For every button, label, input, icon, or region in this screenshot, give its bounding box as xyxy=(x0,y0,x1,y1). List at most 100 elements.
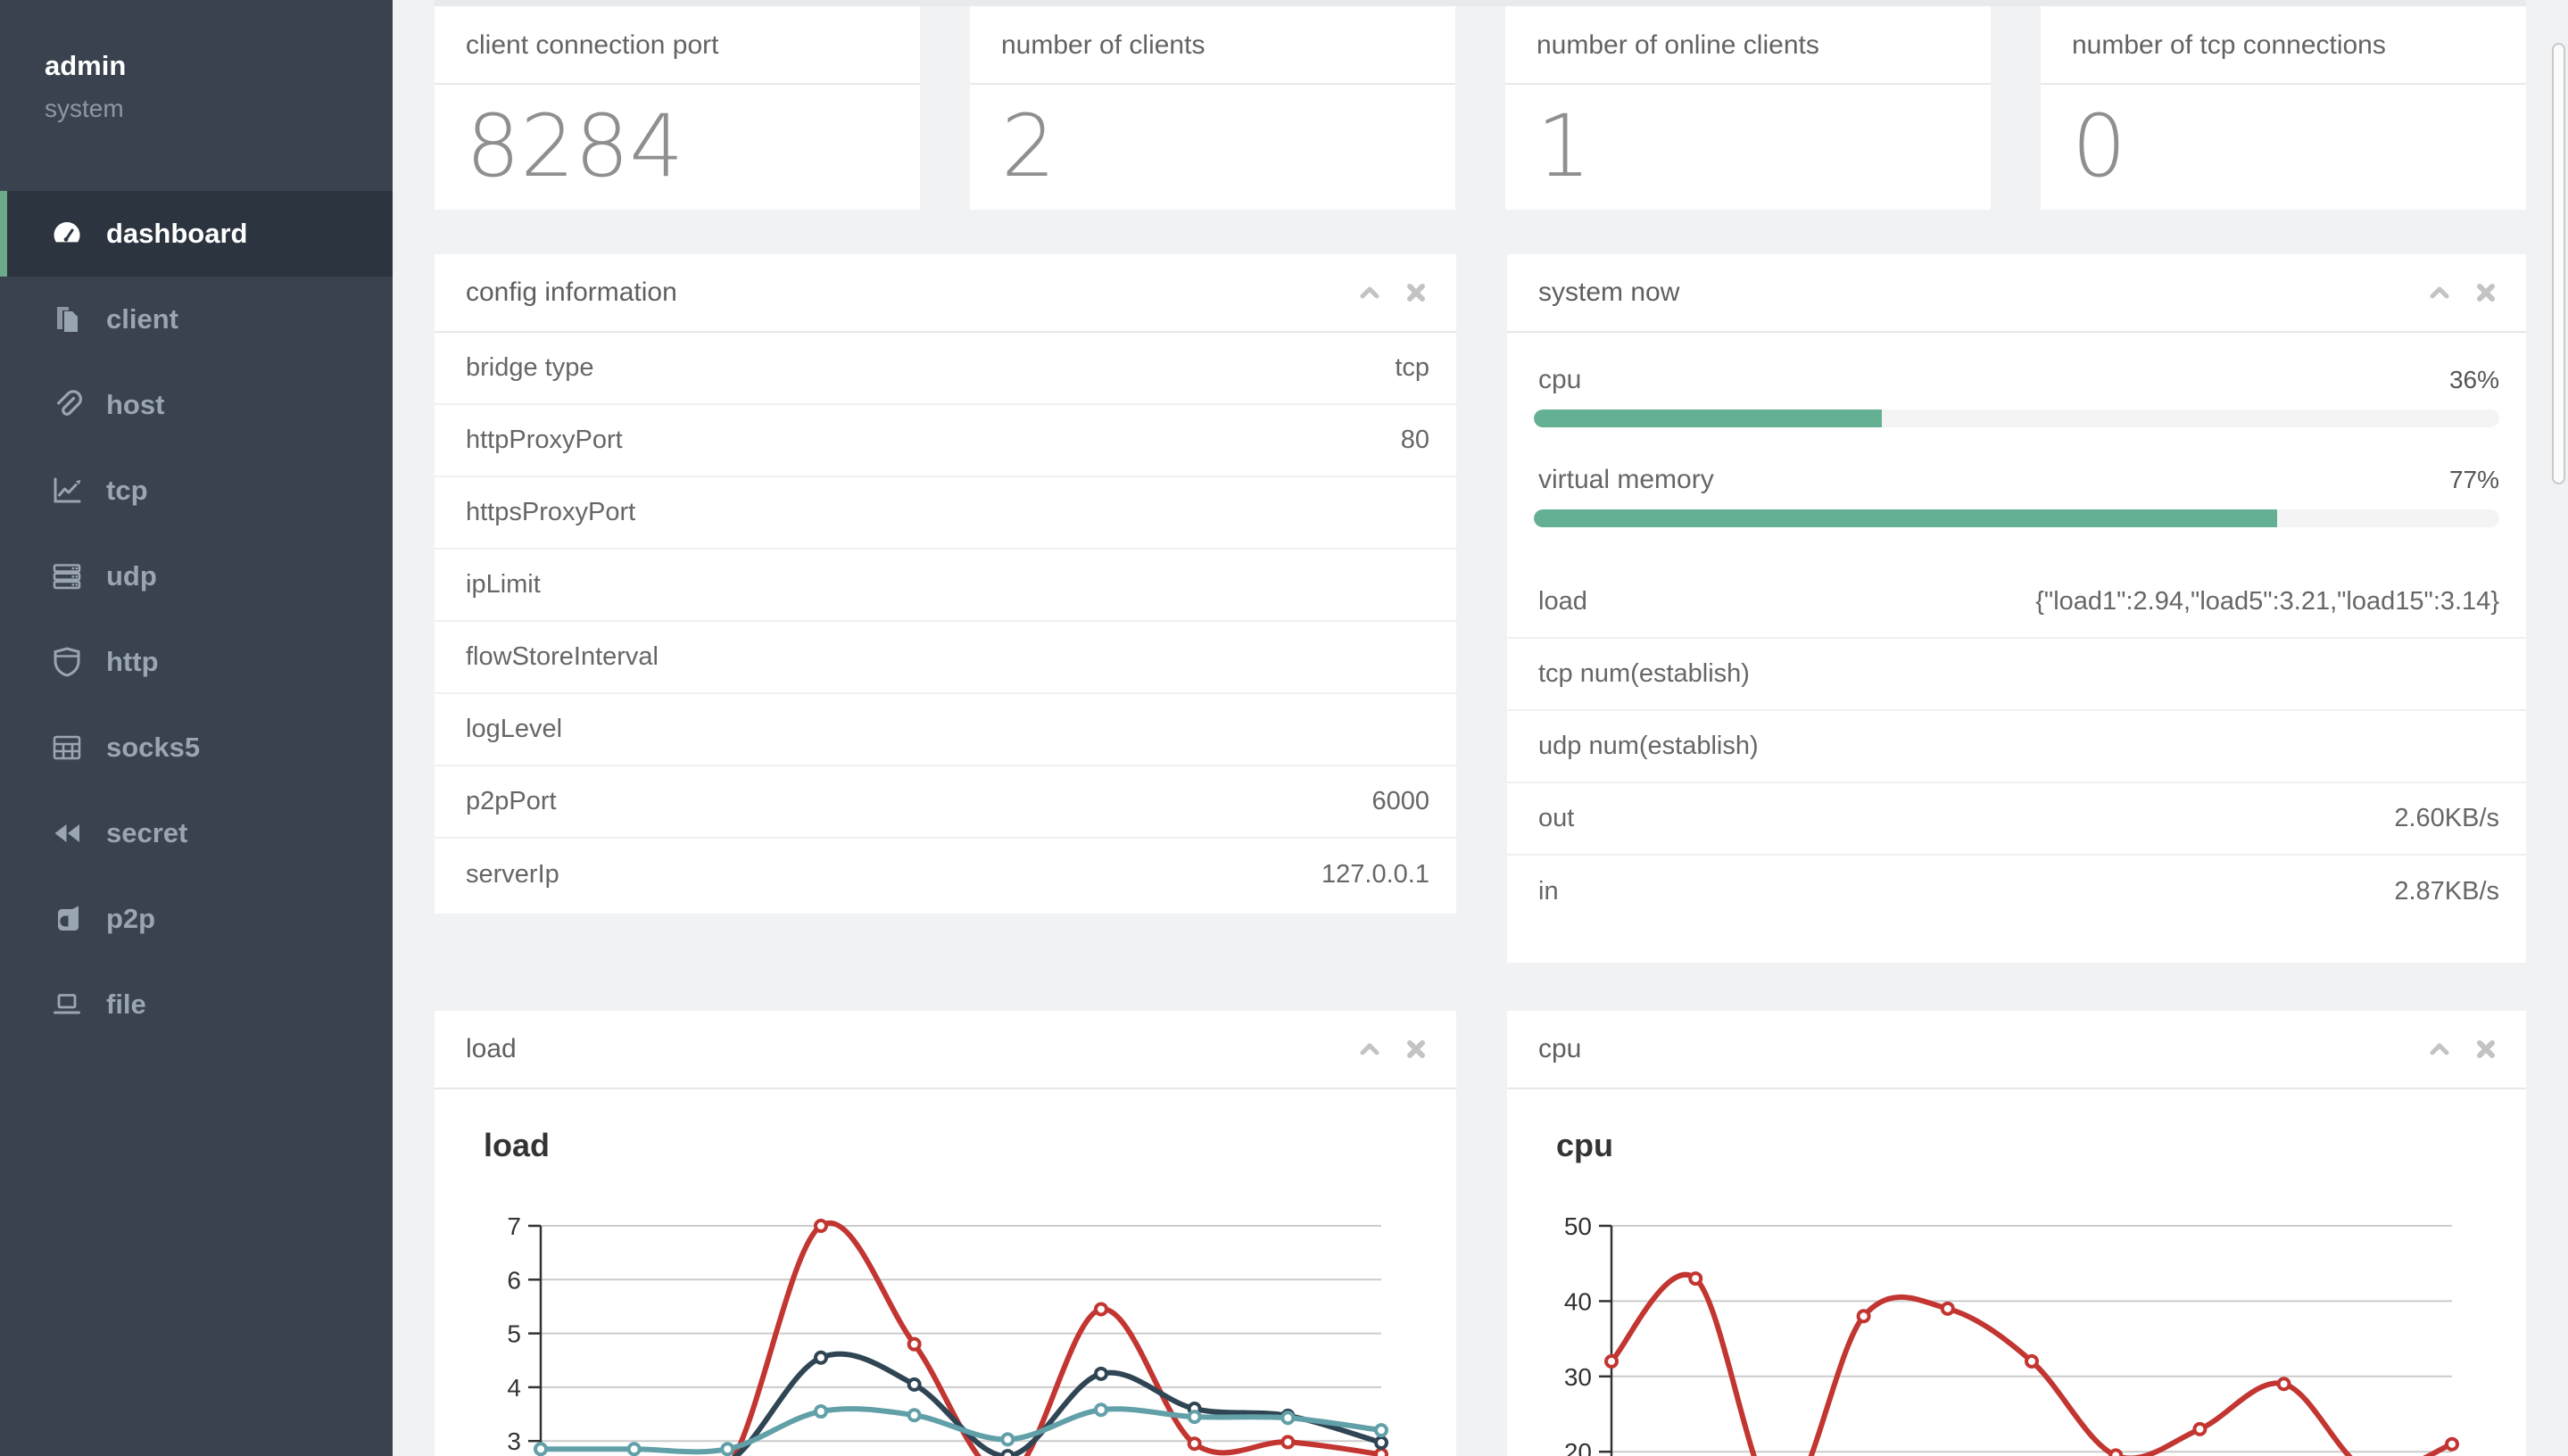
close-x-icon[interactable] xyxy=(1403,279,1429,306)
stat-card-value: 2 xyxy=(1001,96,1056,196)
system-now-panel: system now cpu 36% xyxy=(1507,254,2526,963)
close-x-icon[interactable] xyxy=(2473,1036,2499,1063)
close-x-icon[interactable] xyxy=(1403,1036,1429,1063)
svg-text:30: 30 xyxy=(1564,1363,1592,1391)
gauge-percent: 36% xyxy=(2448,366,2499,393)
progress-track xyxy=(1534,410,2499,427)
system-row: in 2.87KB/s xyxy=(1507,856,2526,928)
system-row-label: tcp num(establish) xyxy=(1538,659,1750,688)
config-row-value: 127.0.0.1 xyxy=(1321,860,1429,889)
user-name: admin xyxy=(45,50,127,81)
svg-text:6: 6 xyxy=(507,1266,521,1294)
chart-line-icon xyxy=(51,475,83,507)
config-row-label: p2pPort xyxy=(466,787,557,815)
config-row: ipLimit xyxy=(435,550,1456,622)
sidebar-item-label: secret xyxy=(106,817,188,848)
client-icon xyxy=(51,303,83,335)
scrollbar-thumb[interactable] xyxy=(2552,43,2565,484)
config-row-label: logLevel xyxy=(466,715,563,743)
sidebar-item-label: socks5 xyxy=(106,732,201,763)
sidebar-item-label: host xyxy=(106,389,165,420)
config-row-label: httpsProxyPort xyxy=(466,498,636,526)
stat-cards-row: client connection port 8284 number of cl… xyxy=(435,6,2526,210)
system-rows: load {"load1":2.94,"load5":3.21,"load15"… xyxy=(1507,567,2526,928)
svg-text:40: 40 xyxy=(1564,1287,1592,1315)
user-block: admin system xyxy=(0,0,393,123)
config-row-label: flowStoreInterval xyxy=(466,642,659,671)
svg-text:5: 5 xyxy=(507,1320,521,1348)
svg-text:4: 4 xyxy=(507,1374,521,1402)
chart-title: load xyxy=(484,1127,551,1163)
svg-text:7: 7 xyxy=(507,1212,521,1240)
progress-fill xyxy=(1534,410,1882,427)
sidebar-item[interactable]: tcp xyxy=(0,448,393,534)
close-x-icon[interactable] xyxy=(2473,279,2499,306)
stat-card-value: 0 xyxy=(2072,96,2127,196)
config-row: flowStoreInterval xyxy=(435,622,1456,694)
stat-card-value: 1 xyxy=(1537,96,1592,196)
sidebar-item[interactable]: http xyxy=(0,619,393,705)
config-row: httpsProxyPort xyxy=(435,477,1456,550)
progress-track xyxy=(1534,509,2499,527)
config-row-value: 80 xyxy=(1400,426,1429,454)
sidebar-item[interactable]: secret xyxy=(0,790,393,876)
stat-card: number of clients 2 xyxy=(970,6,1455,210)
svg-text:20: 20 xyxy=(1564,1438,1592,1456)
stat-card-title: number of online clients xyxy=(1505,6,1991,85)
sidebar-item[interactable]: file xyxy=(0,962,393,1047)
system-row-value: 2.60KB/s xyxy=(2394,804,2499,832)
config-row: httpProxyPort 80 xyxy=(435,405,1456,477)
sidebar-item-label: p2p xyxy=(106,903,156,934)
panel-header: system now xyxy=(1507,254,2526,333)
config-row-value: tcp xyxy=(1395,353,1429,382)
panel-title: system now xyxy=(1538,277,1680,307)
sidebar-nav: dashboard client host tcp udp http socks… xyxy=(0,191,393,1047)
system-row-value: {"load1":2.94,"load5":3.21,"load15":3.14… xyxy=(2035,587,2499,616)
collapse-chevron-icon[interactable] xyxy=(2426,279,2453,306)
config-row: logLevel xyxy=(435,694,1456,766)
table-icon xyxy=(51,732,83,764)
sidebar-item[interactable]: client xyxy=(0,277,393,362)
sidebar-item[interactable]: dashboard xyxy=(0,191,393,277)
gauge-percent: 77% xyxy=(2448,466,2499,493)
sidebar-item-label: dashboard xyxy=(106,218,248,249)
system-row: tcp num(establish) xyxy=(1507,639,2526,711)
panel-title: load xyxy=(466,1034,517,1063)
top-strip xyxy=(435,0,2526,6)
sidebar-item[interactable]: p2p xyxy=(0,876,393,962)
system-row: out 2.60KB/s xyxy=(1507,783,2526,856)
main-content: client connection port 8284 number of cl… xyxy=(393,0,2568,1456)
load-line-chart[interactable]: 7 6 5 4 3 xyxy=(435,1089,1456,1456)
stat-card-title: number of tcp connections xyxy=(2041,6,2526,85)
cpu-line-chart[interactable]: 50 40 30 20 xyxy=(1507,1089,2526,1456)
system-row-label: load xyxy=(1538,587,1587,616)
sidebar-item-label: file xyxy=(106,989,146,1020)
sidebar-item-label: client xyxy=(106,303,178,335)
server-icon xyxy=(51,560,83,592)
dashboard-icon xyxy=(51,218,83,250)
progress-fill xyxy=(1534,509,2278,527)
laptop-icon xyxy=(51,989,83,1021)
collapse-chevron-icon[interactable] xyxy=(1356,1036,1383,1063)
collapse-chevron-icon[interactable] xyxy=(1356,279,1383,306)
config-row-value: 6000 xyxy=(1371,787,1429,815)
gauge-label: cpu xyxy=(1538,365,1582,394)
user-role: system xyxy=(45,95,124,122)
config-row: bridge type tcp xyxy=(435,333,1456,405)
stat-card-title: client connection port xyxy=(435,6,920,85)
system-row-label: in xyxy=(1538,877,1559,906)
config-row-label: serverIp xyxy=(466,860,559,889)
system-gauges: cpu 36% virtual memory 77% xyxy=(1507,333,2526,527)
gauge: cpu 36% xyxy=(1534,365,2499,427)
system-row: udp num(establish) xyxy=(1507,711,2526,783)
panel-header: load xyxy=(435,1011,1456,1089)
config-row-label: ipLimit xyxy=(466,570,541,599)
system-row: load {"load1":2.94,"load5":3.21,"load15"… xyxy=(1507,567,2526,639)
system-row-label: udp num(establish) xyxy=(1538,732,1759,760)
sidebar: admin system dashboard client host tcp u… xyxy=(0,0,393,1456)
collapse-chevron-icon[interactable] xyxy=(2426,1036,2453,1063)
sidebar-item[interactable]: socks5 xyxy=(0,705,393,790)
panel-title: config information xyxy=(466,277,677,307)
sidebar-item[interactable]: udp xyxy=(0,534,393,619)
sidebar-item[interactable]: host xyxy=(0,362,393,448)
